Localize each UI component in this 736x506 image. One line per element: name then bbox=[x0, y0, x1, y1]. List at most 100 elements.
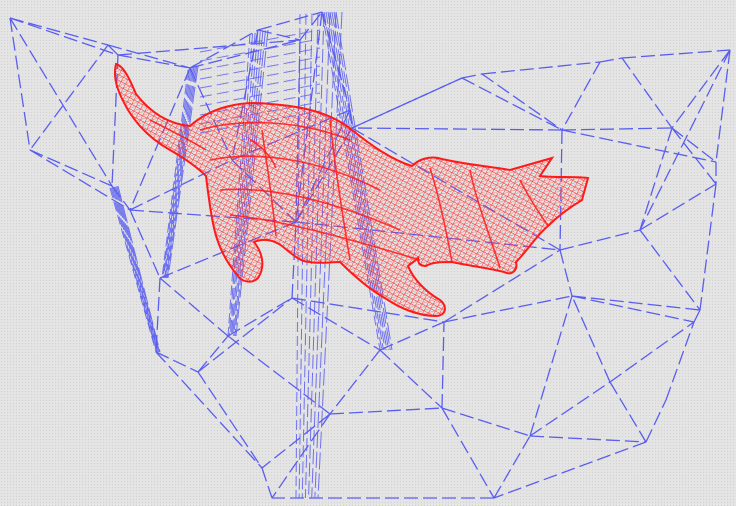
cat-mesh-detail bbox=[149, 119, 549, 269]
cage-edge-stack bbox=[199, 29, 321, 53]
mesh-contour bbox=[519, 179, 549, 227]
mesh-contour bbox=[199, 121, 351, 141]
cage-edge bbox=[159, 277, 229, 337]
cage-edge bbox=[461, 77, 563, 131]
cage-edge bbox=[271, 413, 331, 499]
cage-edge bbox=[693, 309, 701, 323]
cage-edge-bundle bbox=[110, 187, 158, 353]
cage-edge-bundle bbox=[164, 68, 193, 279]
cage-edge bbox=[599, 57, 623, 63]
cage-edge bbox=[197, 335, 229, 373]
cage-edge bbox=[461, 73, 483, 79]
cage-edge bbox=[155, 277, 161, 353]
cage-edge bbox=[609, 381, 647, 443]
cage-edge bbox=[9, 17, 119, 56]
cage-edge bbox=[117, 39, 301, 56]
cage-edge bbox=[639, 127, 673, 231]
cage-edge-bundle bbox=[115, 186, 160, 353]
cage-edge bbox=[329, 407, 443, 415]
cage-edge bbox=[493, 441, 647, 499]
cage-edge-bundle bbox=[116, 186, 160, 353]
cage-edge bbox=[561, 61, 601, 131]
cage-edge bbox=[639, 183, 717, 231]
cage-edge bbox=[197, 297, 293, 373]
cage-edge bbox=[155, 351, 263, 469]
cage-edge bbox=[561, 127, 673, 131]
cage-edge-bundle bbox=[165, 67, 196, 279]
cage-edge bbox=[671, 127, 717, 185]
cage-edge bbox=[559, 249, 573, 297]
cage-edge bbox=[379, 321, 445, 351]
cage-edge bbox=[529, 435, 647, 443]
cage-edge-stack bbox=[199, 47, 321, 71]
cage-edge bbox=[291, 297, 445, 323]
cage-edge bbox=[645, 399, 667, 443]
cage-edge-bundle bbox=[161, 69, 189, 279]
cage-edge bbox=[29, 149, 113, 187]
cage-edge-bundle bbox=[227, 33, 251, 337]
cage-edge bbox=[571, 295, 695, 323]
mesh-contour bbox=[329, 119, 351, 261]
cat-mesh-model bbox=[114, 62, 590, 318]
cage-edge bbox=[107, 44, 119, 56]
cage-edge bbox=[155, 351, 199, 373]
cage-edge-stack bbox=[199, 38, 321, 62]
mesh-contour bbox=[249, 139, 277, 169]
cage-edge bbox=[671, 127, 717, 163]
cage-edge bbox=[9, 17, 31, 151]
cage-edge-stack bbox=[199, 65, 321, 89]
cage-edge bbox=[9, 17, 109, 46]
cage-edge bbox=[665, 321, 695, 401]
cat-silhouette bbox=[114, 62, 590, 318]
cage-edge bbox=[227, 297, 293, 337]
cage-edge bbox=[441, 321, 445, 409]
mesh-contour bbox=[219, 188, 401, 231]
cage-edge-bundle bbox=[117, 185, 161, 353]
cage-edge bbox=[699, 183, 717, 311]
cage-edge bbox=[197, 371, 263, 469]
cage-edge-stack bbox=[199, 83, 321, 107]
cage-edge bbox=[639, 49, 731, 231]
cage-edge bbox=[107, 44, 191, 69]
cage-edge-bundle bbox=[166, 66, 198, 279]
cage-edge bbox=[291, 297, 381, 351]
cage-edge bbox=[481, 61, 601, 75]
cage-edge bbox=[379, 349, 443, 409]
mesh-contour bbox=[149, 119, 207, 151]
cage-edge bbox=[621, 49, 731, 59]
cage-edge-bundle bbox=[112, 187, 159, 353]
cage-edge-bundle bbox=[162, 69, 190, 279]
mesh-contour bbox=[229, 214, 421, 261]
mesh-contour bbox=[261, 129, 277, 237]
mesh-contour bbox=[429, 167, 453, 263]
cage-edge bbox=[29, 44, 109, 151]
cage-edge-bundle bbox=[167, 65, 199, 279]
cage-edge bbox=[493, 435, 531, 499]
cage-edge bbox=[443, 249, 561, 323]
mesh-contour bbox=[209, 155, 381, 191]
cage-edge-stack bbox=[199, 56, 321, 80]
cage-edge bbox=[529, 295, 573, 437]
cage-edge bbox=[129, 209, 161, 279]
cage-edge bbox=[529, 381, 611, 437]
cage-edge-stack bbox=[199, 74, 321, 98]
cage-edge-bundle bbox=[163, 68, 192, 279]
cage-edge bbox=[443, 295, 573, 323]
cage-edge bbox=[351, 127, 563, 131]
cage-edge bbox=[117, 54, 191, 69]
cage-edge bbox=[639, 229, 701, 311]
cage-edge bbox=[561, 129, 717, 163]
cage-edge-bundle bbox=[114, 186, 159, 353]
cage-edge-bundle bbox=[109, 187, 157, 353]
cage-edge bbox=[571, 295, 611, 383]
cage-edge bbox=[29, 149, 131, 211]
cage-edge bbox=[257, 11, 323, 31]
cage-edge bbox=[9, 17, 113, 187]
cage-edge bbox=[261, 467, 273, 499]
cage-edge bbox=[441, 407, 531, 437]
cage-edge bbox=[189, 29, 259, 69]
cage-edge-bundle bbox=[111, 187, 158, 353]
cage-edge bbox=[559, 229, 641, 251]
